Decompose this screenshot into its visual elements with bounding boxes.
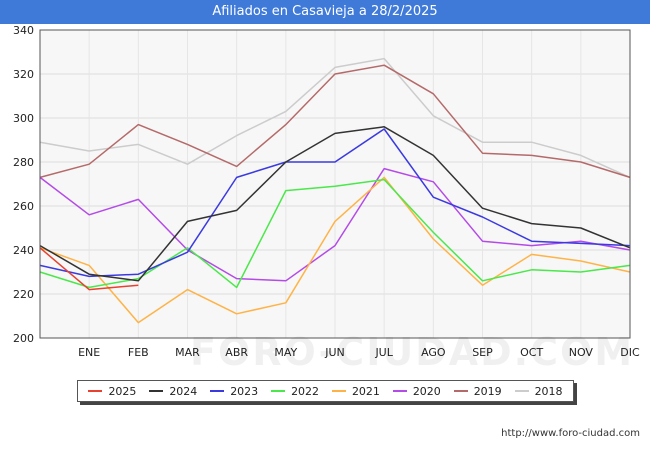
plot-border	[39, 29, 631, 339]
x-tick-label: MAR	[175, 346, 200, 359]
legend-swatch	[88, 390, 103, 392]
x-tick-label: DIC	[620, 346, 640, 359]
x-tick-label: OCT	[520, 346, 543, 359]
series-lines	[39, 57, 631, 324]
series-line-2020	[39, 167, 631, 282]
y-tick-label: 240	[13, 244, 34, 257]
legend-item-2023: 2023	[210, 385, 258, 398]
legend-swatch	[210, 390, 225, 392]
footer-url: http://www.foro-ciudad.com	[501, 428, 640, 439]
y-tick-label: 320	[13, 68, 34, 81]
y-tick-label: 340	[13, 24, 34, 37]
y-tick-label: 220	[13, 288, 34, 301]
legend-label: 2025	[108, 384, 137, 398]
legend-swatch	[331, 390, 346, 392]
legend: 2025 2024 2023 2022 2021 2020 2019 2018	[77, 380, 574, 402]
x-tick-label: SEP	[472, 346, 493, 359]
x-tick-label: FEB	[128, 346, 149, 359]
legend-item-2024: 2024	[149, 385, 197, 398]
legend-swatch	[271, 390, 286, 392]
legend-swatch	[514, 390, 529, 392]
x-tick-label: AGO	[421, 346, 446, 359]
legend-swatch	[453, 390, 468, 392]
series-line-2018	[39, 57, 631, 179]
y-tick-label: 260	[13, 200, 34, 213]
legend-swatch	[149, 390, 164, 392]
legend-item-2020: 2020	[392, 384, 441, 398]
series-line-2022	[39, 178, 631, 289]
y-tick-label: 200	[13, 332, 34, 345]
legend-item-2022: 2022	[271, 385, 319, 398]
legend-label: 2020	[412, 384, 441, 398]
y-axis-tick-labels: 200 220 240 260 280 300 320 340	[13, 24, 34, 345]
x-axis-tick-labels: ENE FEB MAR ABR MAY JUN JUL AGO SEP OCT NOV DIC	[78, 346, 640, 359]
chart-title: Afiliados en Casavieja a 28/2/2025	[0, 0, 650, 24]
legend-label: 2024	[169, 384, 198, 398]
x-tick-label: ABR	[225, 346, 248, 359]
grid-lines	[40, 29, 630, 339]
legend-item-2021: 2021	[331, 384, 380, 398]
legend-label: 2018	[534, 384, 563, 398]
y-tick-label: 300	[13, 112, 34, 125]
x-tick-label: JUL	[374, 346, 393, 359]
series-line-2023	[39, 128, 631, 278]
series-line-2024	[39, 126, 631, 282]
x-tick-label: JUN	[324, 346, 345, 359]
legend-item-2019: 2019	[453, 384, 502, 398]
series-line-2021	[39, 176, 631, 324]
x-tick-label: ENE	[78, 346, 100, 359]
x-tick-label: MAY	[274, 346, 297, 359]
series-line-2019	[39, 64, 631, 179]
series-line-2025	[39, 247, 139, 291]
watermark: FORO-CIUDAD.COM	[190, 330, 635, 374]
x-tick-label: NOV	[569, 346, 594, 359]
legend-label: 2019	[473, 384, 502, 398]
legend-swatch	[392, 390, 407, 392]
y-tick-label: 280	[13, 156, 34, 169]
legend-item-2025: 2025	[88, 385, 136, 398]
legend-label: 2021	[351, 384, 380, 398]
legend-label: 2023	[230, 384, 259, 398]
legend-item-2018: 2018	[514, 384, 563, 398]
legend-label: 2022	[291, 384, 320, 398]
